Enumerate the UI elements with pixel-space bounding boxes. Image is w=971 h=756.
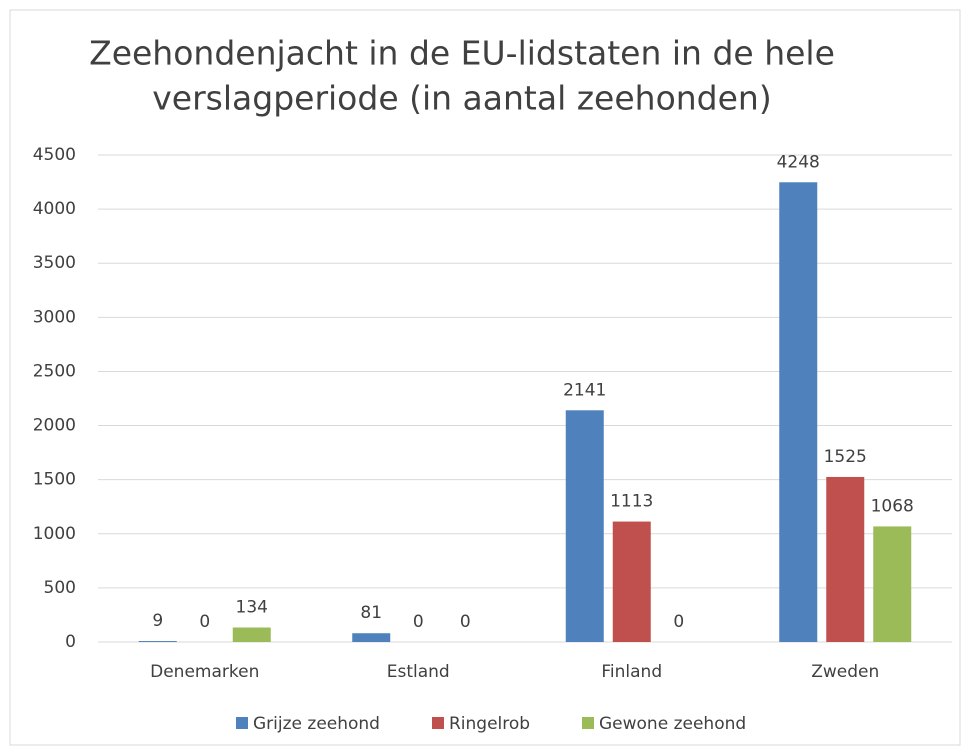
y-tick-label: 500 — [44, 578, 76, 598]
bar — [232, 627, 271, 642]
data-label: 0 — [460, 612, 471, 632]
bar — [779, 182, 818, 642]
legend-swatch — [236, 717, 248, 729]
data-label: 134 — [236, 597, 268, 617]
bar — [612, 521, 651, 642]
y-tick-label: 4000 — [33, 199, 76, 219]
y-tick-label: 2000 — [33, 416, 76, 436]
y-tick-label: 2500 — [33, 361, 76, 381]
data-label: 2141 — [563, 380, 606, 400]
legend-swatch — [582, 717, 594, 729]
x-tick-label: Zweden — [811, 662, 879, 682]
legend-label: Grijze zeehond — [253, 714, 380, 734]
bar — [565, 410, 604, 642]
y-tick-label: 3500 — [33, 253, 76, 273]
data-label: 0 — [673, 612, 684, 632]
y-tick-label: 0 — [65, 632, 76, 652]
legend-label: Ringelrob — [449, 714, 530, 734]
bar — [873, 526, 912, 642]
bar — [138, 641, 177, 642]
data-label: 1113 — [610, 492, 653, 512]
y-tick-label: 4500 — [33, 145, 76, 165]
data-label: 1525 — [824, 447, 867, 467]
bar — [826, 476, 865, 642]
y-tick-label: 1500 — [33, 470, 76, 490]
legend-swatch — [432, 717, 444, 729]
bar — [352, 633, 391, 642]
data-label: 4248 — [777, 152, 820, 172]
chart-title: Zeehondenjacht in de EU-lidstaten in de … — [89, 34, 835, 73]
y-tick-label: 3000 — [33, 307, 76, 327]
data-label: 0 — [413, 612, 424, 632]
x-tick-label: Estland — [387, 662, 450, 682]
data-label: 1068 — [871, 496, 914, 516]
data-label: 81 — [360, 603, 382, 623]
chart-title: verslagperiode (in aantal zeehonden) — [152, 79, 771, 118]
y-tick-label: 1000 — [33, 524, 76, 544]
x-tick-label: Denemarken — [150, 662, 259, 682]
data-label: 0 — [199, 612, 210, 632]
legend-label: Gewone zeehond — [599, 714, 746, 734]
x-tick-label: Finland — [601, 662, 662, 682]
chart-border — [9, 9, 961, 746]
data-label: 9 — [152, 611, 163, 631]
